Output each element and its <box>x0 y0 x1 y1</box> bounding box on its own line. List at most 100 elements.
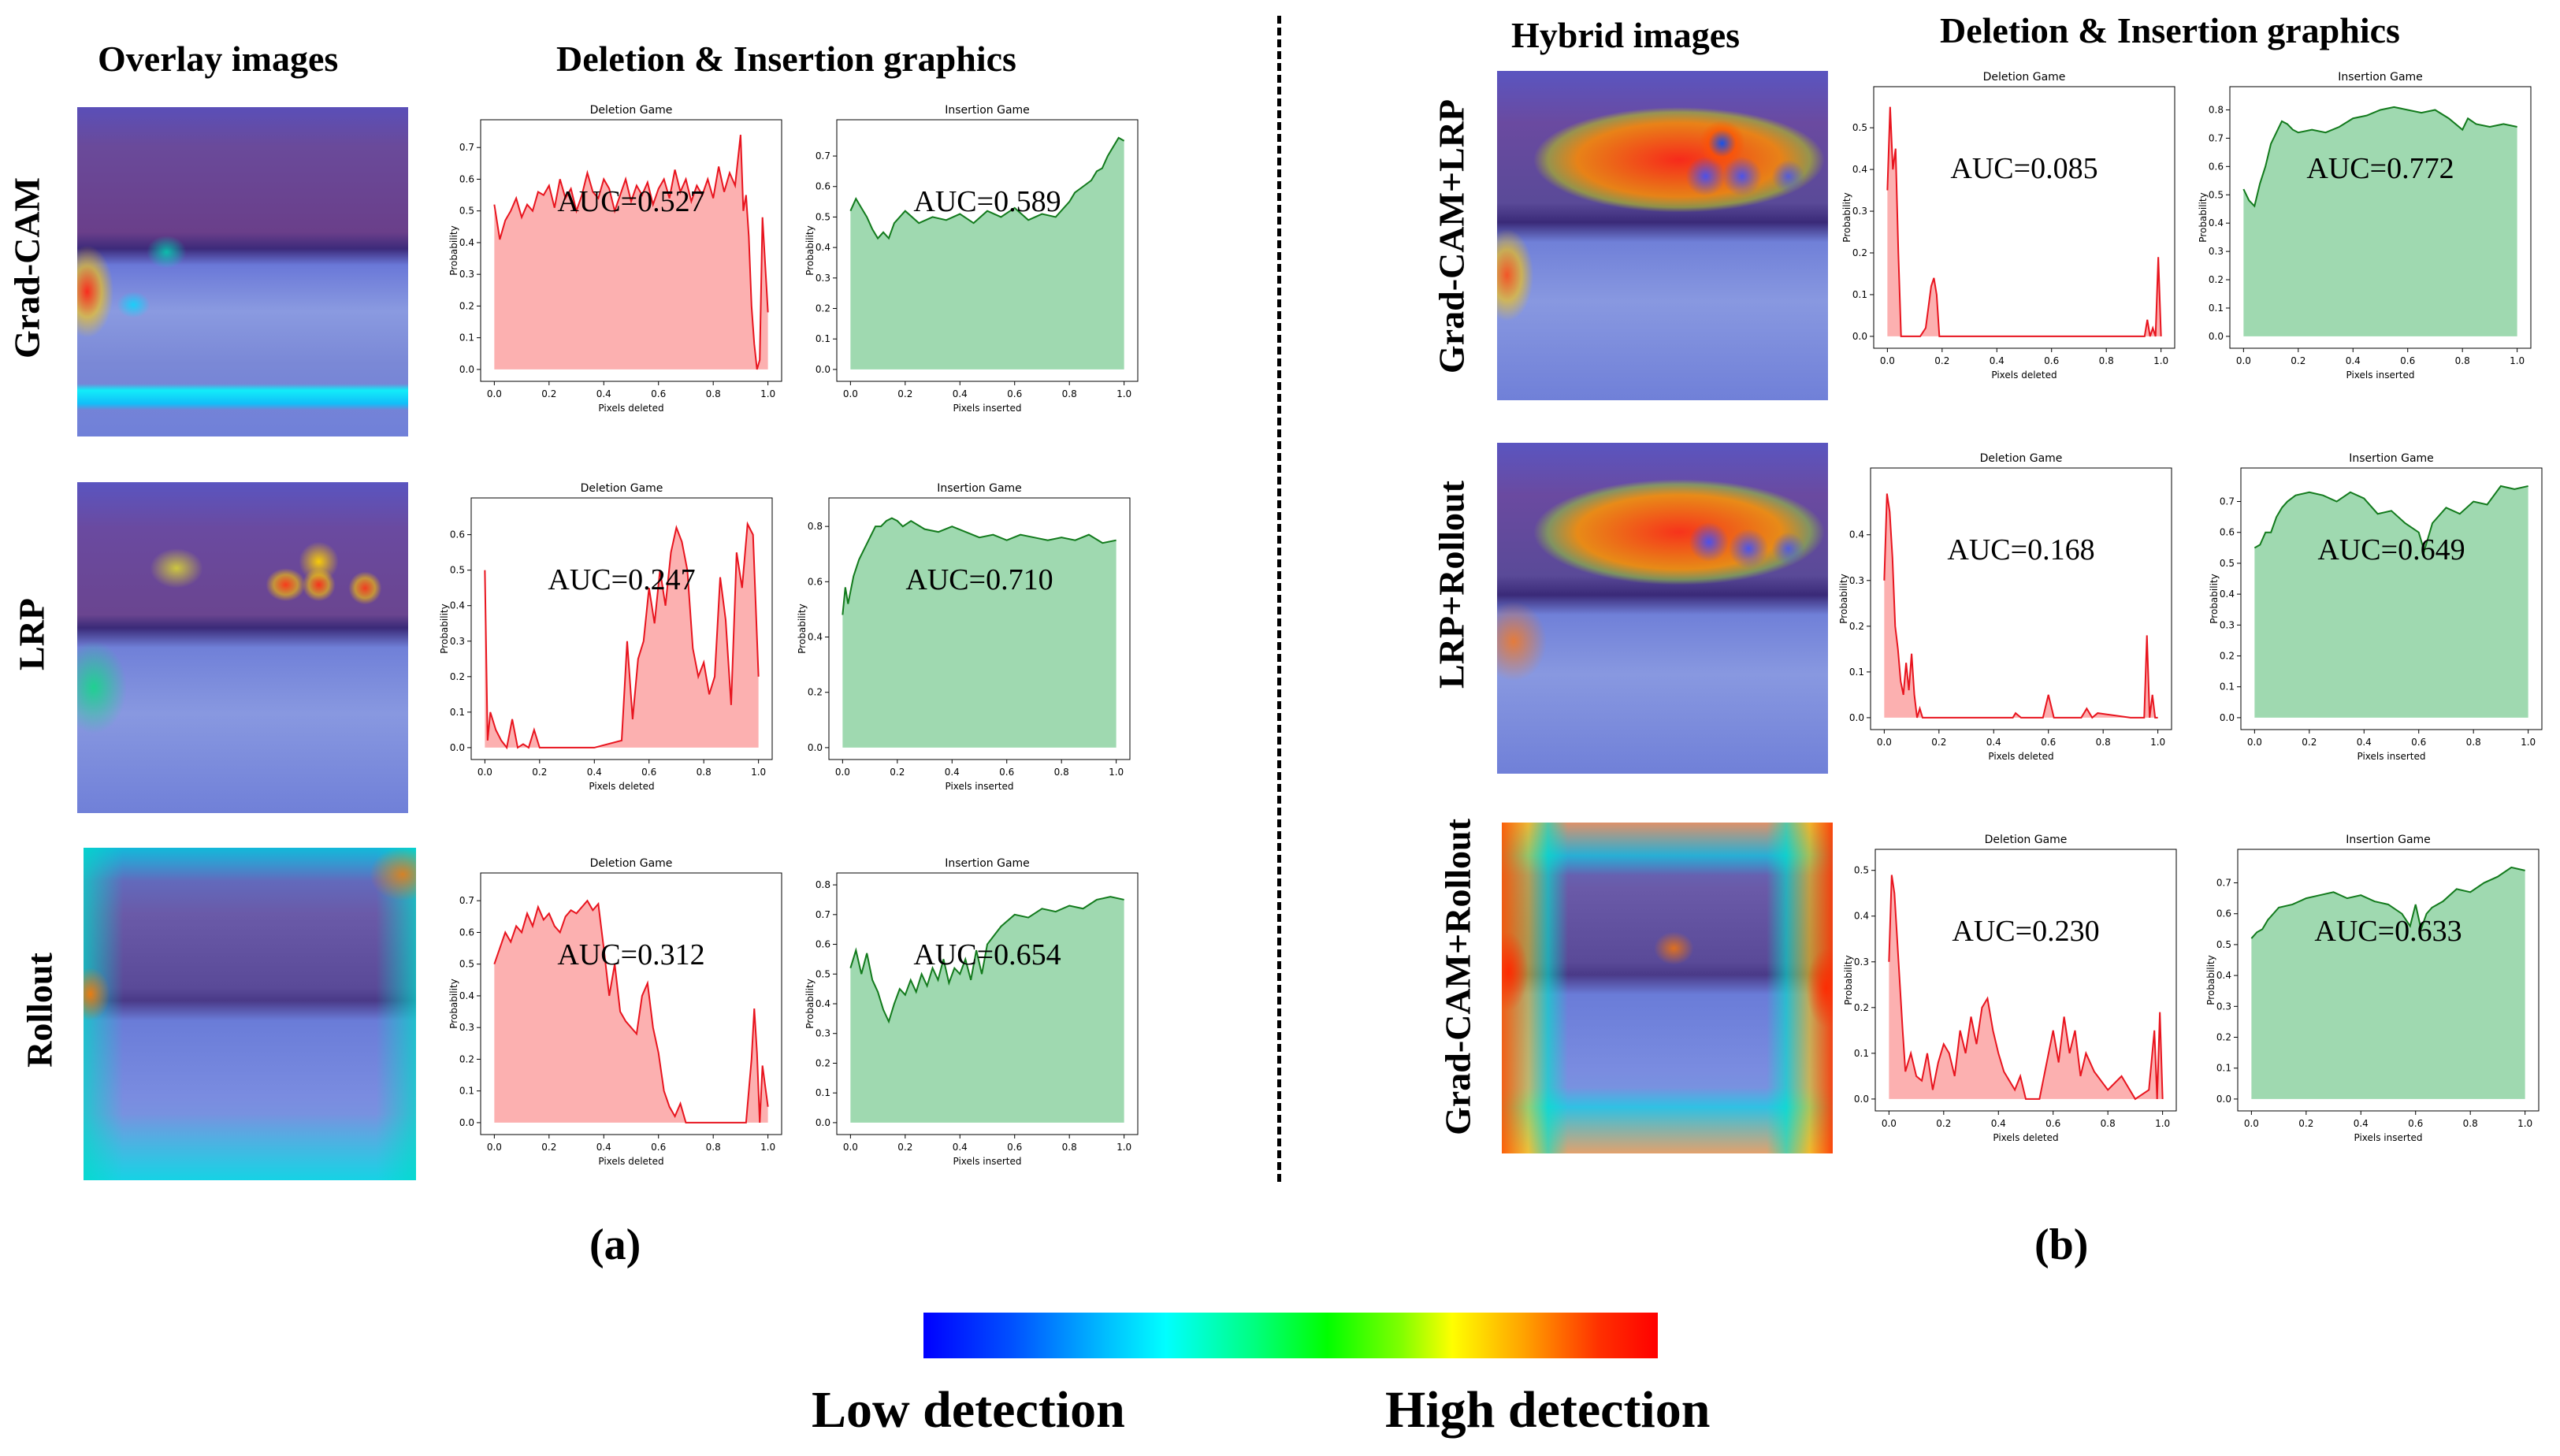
x-tick-label: 0.2 <box>1934 355 1949 366</box>
y-tick-label: 0.1 <box>816 1087 830 1098</box>
x-tick-label: 0.0 <box>487 388 502 399</box>
chart-title: Deletion Game <box>1983 71 2066 84</box>
x-tick-label: 1.0 <box>2153 355 2168 366</box>
area-fill <box>494 901 768 1123</box>
y-axis-label: Probability <box>439 604 450 653</box>
series-line <box>842 517 1117 615</box>
x-tick-label: 0.8 <box>2096 737 2111 748</box>
y-tick-label: 0.3 <box>816 273 830 284</box>
y-tick-label: 0.3 <box>2216 1001 2231 1012</box>
row-label-lrp-rollout: LRP+Rollout <box>1431 481 1472 689</box>
y-tick-label: 0.0 <box>1854 1094 1869 1105</box>
y-tick-label: 0.1 <box>816 333 830 344</box>
x-tick-label: 0.2 <box>890 767 905 778</box>
chart-title: Deletion Game <box>1980 452 2063 465</box>
y-tick-label: 0.1 <box>1852 289 1867 300</box>
y-tick-label: 0.5 <box>1854 865 1869 876</box>
x-axis-label: Pixels deleted <box>1993 1132 2058 1143</box>
y-tick-label: 0.1 <box>459 332 474 344</box>
x-tick-label: 0.6 <box>2045 1118 2060 1129</box>
x-tick-label: 0.8 <box>2466 737 2481 748</box>
x-tick-label: 0.4 <box>2357 737 2372 748</box>
x-tick-label: 0.2 <box>2298 1118 2313 1129</box>
deletion-plot-gradcam: 0.0 0.2 0.4 0.6 0.8 1.0 0.0 0.1 0.2 0.3 0.4 0.5 0.6 0… <box>448 98 790 421</box>
x-tick-label: 0.6 <box>2411 737 2426 748</box>
y-tick-label: 0.2 <box>816 1057 830 1068</box>
overlay-image-rollout <box>84 848 416 1180</box>
y-tick-label: 0.4 <box>450 600 465 611</box>
x-tick-label: 0.6 <box>1007 388 1022 399</box>
y-tick-label: 0.2 <box>816 303 830 314</box>
plot-frame <box>1870 467 2172 730</box>
y-tick-label: 0.1 <box>450 707 465 718</box>
y-tick-label: 0.7 <box>459 142 474 153</box>
x-tick-label: 1.0 <box>2155 1118 2170 1129</box>
chart-title: Insertion Game <box>945 104 1030 117</box>
series-line <box>1888 875 2164 1101</box>
x-tick-label: 0.8 <box>2463 1118 2478 1129</box>
colorbar-high-label: High detection <box>1385 1381 1711 1439</box>
x-tick-label: 0.2 <box>2291 355 2305 366</box>
x-tick-label: 0.8 <box>2099 355 2114 366</box>
auc-annotation: AUC=0.230 <box>1952 915 2099 948</box>
auc-annotation: AUC=0.312 <box>557 938 704 971</box>
x-tick-label: 0.0 <box>843 388 858 399</box>
y-tick-label: 0.4 <box>1854 911 1869 922</box>
y-tick-label: 0.2 <box>1849 621 1864 632</box>
y-tick-label: 0.0 <box>1852 331 1867 342</box>
x-tick-label: 0.6 <box>999 767 1014 778</box>
x-axis-label: Pixels inserted <box>2354 1132 2422 1143</box>
y-tick-label: 0.8 <box>808 521 823 532</box>
y-tick-label: 0.0 <box>450 742 465 753</box>
area-fill <box>2254 485 2528 718</box>
del_rollout-svg: 0.0 0.2 0.4 0.6 0.8 1.0 0.0 0.1 0.2 0.3 0.4 0.5 0.6 0… <box>448 857 782 1167</box>
y-tick-label: 0.0 <box>808 742 823 753</box>
series-line <box>493 899 769 1124</box>
y-tick-label: 0.6 <box>2209 161 2224 172</box>
y-tick-label: 0.0 <box>816 1117 830 1128</box>
del_gradcam_lrp-svg: 0.0 0.2 0.4 0.6 0.8 1.0 0.0 0.1 0.2 0.3 0.4 0.5 Dele… <box>1841 71 2175 381</box>
y-tick-label: 0.6 <box>816 939 830 950</box>
x-tick-label: 0.2 <box>897 1142 912 1153</box>
y-tick-label: 0.3 <box>1854 956 1869 968</box>
deletion-plot-lrp: 0.0 0.2 0.4 0.6 0.8 1.0 0.0 0.1 0.2 0.3 0.4 0.5 0.6 D… <box>439 476 780 799</box>
y-tick-label: 0.7 <box>816 150 830 162</box>
y-axis-label: Probability <box>448 225 459 275</box>
x-tick-label: 0.4 <box>1991 1118 2006 1129</box>
y-tick-label: 0.4 <box>1849 529 1864 540</box>
panel-label-b: (b) <box>2034 1220 2089 1269</box>
y-tick-label: 0.5 <box>459 959 474 970</box>
y-axis-label: Probability <box>1843 955 1854 1005</box>
series-line <box>2250 866 2525 939</box>
auc-annotation: AUC=0.247 <box>548 563 695 596</box>
x-tick-label: 1.0 <box>2510 355 2525 366</box>
ins_rollout-svg: 0.0 0.2 0.4 0.6 0.8 1.0 0.0 0.1 0.2 0.3 0.4 0.5 0.6 0… <box>804 857 1139 1167</box>
y-tick-label: 0.7 <box>2220 496 2235 507</box>
deletion-plot-rollout: 0.0 0.2 0.4 0.6 0.8 1.0 0.0 0.1 0.2 0.3 0.4 0.5 0.6 0… <box>448 851 790 1174</box>
y-tick-label: 0.5 <box>450 565 465 576</box>
colorbar-low-label: Low detection <box>812 1381 1125 1439</box>
y-tick-label: 0.0 <box>816 364 830 375</box>
y-tick-label: 0.6 <box>2220 527 2235 538</box>
area-fill <box>1884 493 2158 718</box>
y-tick-label: 0.2 <box>2220 651 2235 662</box>
y-tick-label: 0.7 <box>2209 132 2224 143</box>
overlay-image-lrp <box>77 482 408 813</box>
row-label-gradcam-rollout: Grad-CAM+Rollout <box>1437 819 1478 1135</box>
x-tick-label: 0.8 <box>2455 355 2470 366</box>
row-label-rollout: Rollout <box>19 953 60 1068</box>
y-tick-label: 0.6 <box>2216 908 2231 919</box>
y-tick-label: 0.7 <box>816 909 830 920</box>
series-line <box>484 521 760 750</box>
x-tick-label: 0.4 <box>1986 737 2001 748</box>
y-tick-label: 0.6 <box>450 529 465 540</box>
y-tick-label: 0.8 <box>2209 104 2224 115</box>
ins_gradcam_rollout-svg: 0.0 0.2 0.4 0.6 0.8 1.0 0.0 0.1 0.2 0.3 0.4 0.5 0.6 0… <box>2205 834 2540 1143</box>
chart-title: Deletion Game <box>581 482 663 495</box>
chart-title: Insertion Game <box>937 482 1022 495</box>
x-tick-label: 1.0 <box>1117 388 1131 399</box>
series-line <box>493 135 769 370</box>
series-line <box>849 896 1124 1024</box>
y-axis-label: Probability <box>797 604 808 653</box>
header-deletion-insertion-a: Deletion & Insertion graphics <box>556 39 1016 79</box>
